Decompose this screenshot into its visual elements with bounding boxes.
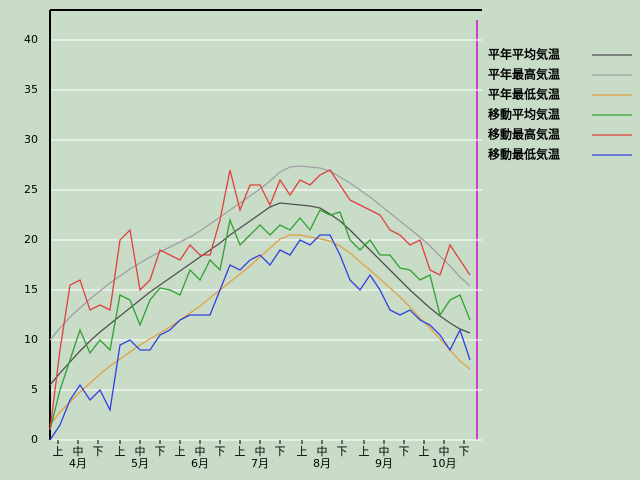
x-tick-label: 下 [155,445,166,458]
month-label: 9月 [375,457,393,470]
legend-text: 移動最低気温 [488,147,560,162]
series-line [49,234,471,441]
series-line [49,202,471,386]
x-tick-label: 下 [93,445,104,458]
month-label: 7月 [251,457,269,470]
y-tick-label: 5 [31,383,38,396]
x-tick-label: 中 [317,445,328,458]
legend-text: 移動最高気温 [488,127,560,142]
month-label: 4月 [69,457,87,470]
y-tick-label: 10 [24,333,38,346]
legend-text: 移動平均気温 [488,107,560,122]
x-tick-label: 下 [399,445,410,458]
legend-text: 平年最高気温 [488,67,560,82]
y-tick-label: 25 [24,183,38,196]
x-tick-label: 中 [73,445,84,458]
x-tick-label: 上 [297,445,308,458]
x-tick-label: 下 [459,445,470,458]
y-tick-label: 15 [24,283,38,296]
series-line [49,234,471,426]
x-tick-label: 上 [359,445,370,458]
x-tick-label: 上 [235,445,246,458]
y-tick-label: 40 [24,33,38,46]
month-label: 5月 [131,457,149,470]
month-label: 8月 [313,457,331,470]
y-tick-label: 0 [31,433,38,446]
x-tick-label: 上 [115,445,126,458]
series-line [49,165,471,341]
legend-text: 平年平均気温 [488,47,560,62]
x-tick-label: 下 [275,445,286,458]
series-line [49,169,471,431]
month-label: 6月 [191,457,209,470]
x-tick-label: 下 [215,445,226,458]
x-tick-label: 上 [53,445,64,458]
x-tick-label: 中 [195,445,206,458]
x-tick-label: 上 [175,445,186,458]
x-tick-label: 中 [135,445,146,458]
x-tick-label: 下 [337,445,348,458]
y-tick-label: 30 [24,133,38,146]
series-line [49,209,471,431]
x-tick-label: 中 [255,445,266,458]
month-label: 10月 [432,457,457,470]
y-tick-label: 20 [24,233,38,246]
x-tick-label: 中 [379,445,390,458]
x-tick-label: 上 [419,445,430,458]
y-tick-label: 35 [24,83,38,96]
x-tick-label: 中 [439,445,450,458]
legend-text: 平年最低気温 [488,87,560,102]
